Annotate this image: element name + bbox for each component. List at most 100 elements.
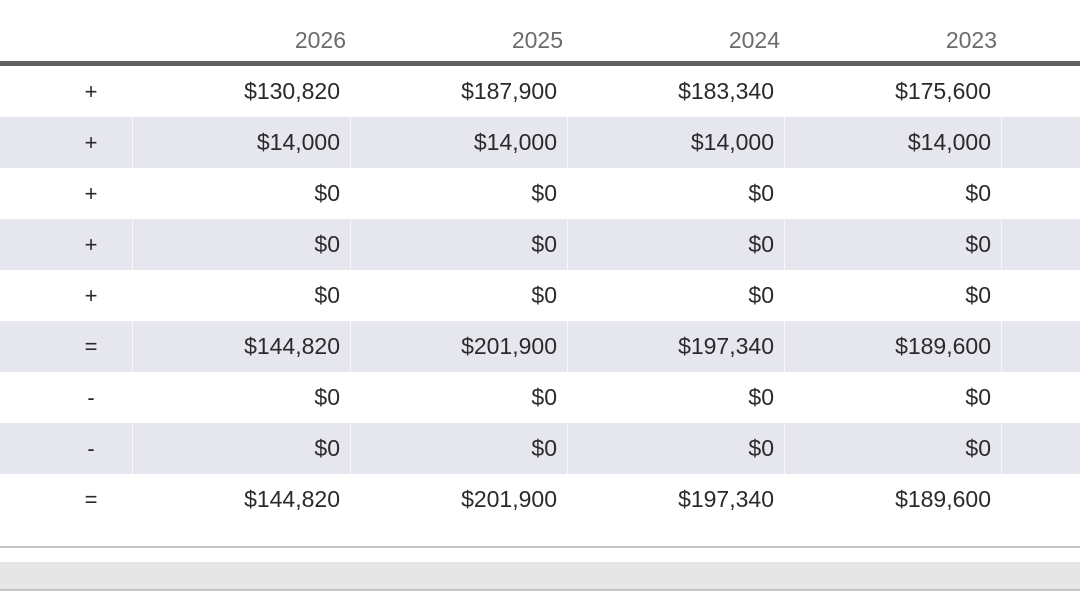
horizontal-scrollbar[interactable] xyxy=(0,562,1080,589)
table-row: - $0 $0 $0 $0 xyxy=(0,372,1080,423)
column-divider xyxy=(350,219,351,270)
table-footer-divider xyxy=(0,546,1080,548)
table-row: - $0 $0 $0 $0 xyxy=(0,423,1080,474)
cell-2026: $130,820 xyxy=(244,78,340,104)
table-row-total: = $144,820 $201,900 $197,340 $189,600 xyxy=(0,474,1080,525)
row-operator: + xyxy=(84,79,98,104)
cell-2025: $0 xyxy=(531,282,557,308)
column-divider xyxy=(350,372,351,423)
column-divider xyxy=(1001,219,1002,270)
column-divider xyxy=(1001,66,1002,117)
column-divider xyxy=(350,117,351,168)
column-divider xyxy=(784,270,785,321)
column-divider xyxy=(1001,117,1002,168)
column-divider xyxy=(132,321,133,372)
column-divider xyxy=(1001,423,1002,474)
column-divider xyxy=(132,270,133,321)
table-row-subtotal: = $144,820 $201,900 $197,340 $189,600 xyxy=(0,321,1080,372)
table-row: + $0 $0 $0 $0 xyxy=(0,219,1080,270)
table-body: + $130,820 $187,900 $183,340 $175,600 + … xyxy=(0,66,1080,525)
row-operator: + xyxy=(84,283,98,308)
column-divider xyxy=(350,474,351,525)
cell-2025: $0 xyxy=(531,180,557,206)
column-divider xyxy=(350,66,351,117)
row-operator: + xyxy=(84,181,98,206)
column-divider xyxy=(784,372,785,423)
cell-2024: $0 xyxy=(748,231,774,257)
column-divider xyxy=(132,66,133,117)
cell-2024: $14,000 xyxy=(690,129,774,155)
cell-2024: $197,340 xyxy=(678,486,774,512)
cell-2026: $0 xyxy=(314,282,340,308)
column-divider xyxy=(567,270,568,321)
cell-2025: $201,900 xyxy=(461,486,557,512)
column-divider xyxy=(567,372,568,423)
column-divider xyxy=(567,219,568,270)
row-operator: + xyxy=(84,130,98,155)
column-divider xyxy=(567,474,568,525)
column-divider xyxy=(350,321,351,372)
header-divider xyxy=(0,61,1080,66)
table-header: 2026 2025 2024 2023 xyxy=(0,0,1080,61)
column-divider xyxy=(1001,168,1002,219)
column-divider xyxy=(784,168,785,219)
column-divider xyxy=(350,168,351,219)
cell-2023: $14,000 xyxy=(907,129,991,155)
cell-2023: $189,600 xyxy=(895,333,991,359)
cell-2025: $0 xyxy=(531,231,557,257)
column-divider xyxy=(784,219,785,270)
column-divider xyxy=(132,372,133,423)
row-operator: = xyxy=(84,487,98,512)
cell-2023: $0 xyxy=(965,231,991,257)
column-divider xyxy=(567,423,568,474)
row-operator: + xyxy=(84,232,98,257)
column-divider xyxy=(1001,321,1002,372)
row-operator: = xyxy=(84,334,98,359)
cell-2023: $0 xyxy=(965,435,991,461)
column-divider xyxy=(132,168,133,219)
cell-2023: $0 xyxy=(965,282,991,308)
column-divider xyxy=(1001,372,1002,423)
column-divider xyxy=(132,423,133,474)
cell-2026: $0 xyxy=(314,435,340,461)
footer-bottom-divider xyxy=(0,589,1080,591)
cell-2024: $0 xyxy=(748,384,774,410)
cell-2023: $0 xyxy=(965,180,991,206)
column-divider xyxy=(567,168,568,219)
column-divider xyxy=(132,117,133,168)
table-row: + $130,820 $187,900 $183,340 $175,600 xyxy=(0,66,1080,117)
cell-2026: $144,820 xyxy=(244,486,340,512)
column-divider xyxy=(567,66,568,117)
column-header-2026[interactable]: 2026 xyxy=(294,27,346,53)
cell-2026: $144,820 xyxy=(244,333,340,359)
column-divider xyxy=(132,219,133,270)
column-divider xyxy=(132,474,133,525)
cell-2025: $201,900 xyxy=(461,333,557,359)
row-operator: - xyxy=(87,436,95,461)
cell-2024: $0 xyxy=(748,435,774,461)
cell-2026: $0 xyxy=(314,384,340,410)
cell-2023: $175,600 xyxy=(895,78,991,104)
column-divider xyxy=(350,423,351,474)
column-divider xyxy=(567,321,568,372)
cell-2023: $189,600 xyxy=(895,486,991,512)
column-header-2023[interactable]: 2023 xyxy=(945,27,997,53)
cell-2024: $0 xyxy=(748,180,774,206)
cell-2025: $187,900 xyxy=(461,78,557,104)
cell-2026: $0 xyxy=(314,180,340,206)
column-header-2025[interactable]: 2025 xyxy=(511,27,563,53)
cell-2026: $14,000 xyxy=(256,129,340,155)
cell-2024: $183,340 xyxy=(678,78,774,104)
column-divider xyxy=(1001,270,1002,321)
column-divider xyxy=(567,117,568,168)
table-row: + $0 $0 $0 $0 xyxy=(0,168,1080,219)
cell-2025: $0 xyxy=(531,384,557,410)
table-row: + $0 $0 $0 $0 xyxy=(0,270,1080,321)
column-divider xyxy=(1001,474,1002,525)
column-header-2024[interactable]: 2024 xyxy=(728,27,780,53)
column-divider xyxy=(350,270,351,321)
cell-2025: $0 xyxy=(531,435,557,461)
cell-2024: $0 xyxy=(748,282,774,308)
column-divider xyxy=(784,66,785,117)
